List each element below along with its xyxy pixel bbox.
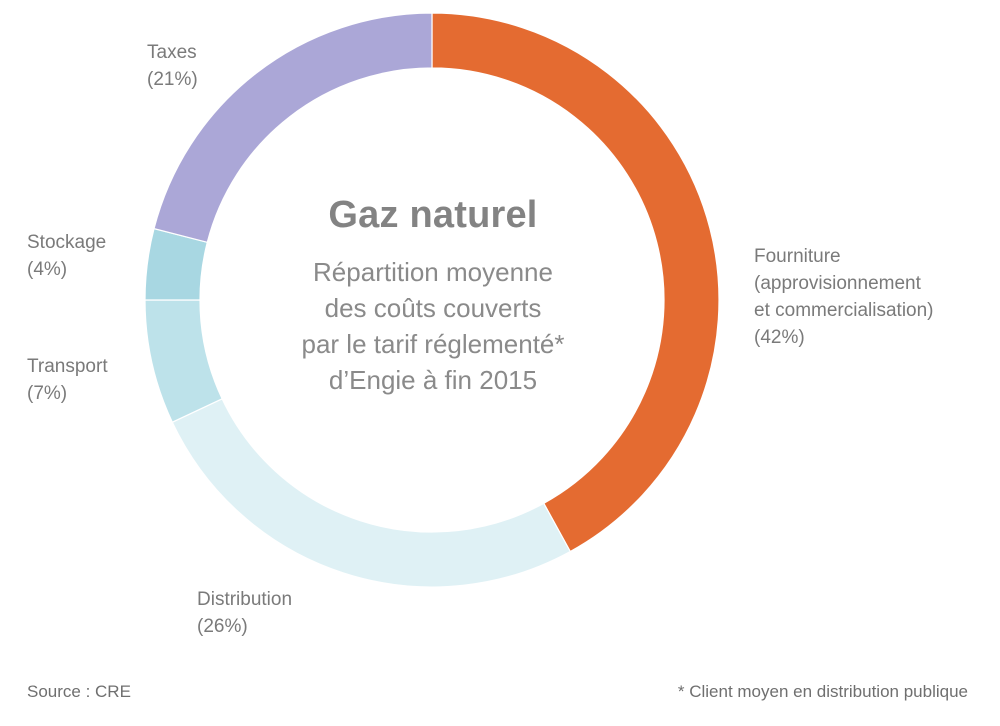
slice-label-fourniture-line: Fourniture: [754, 246, 841, 267]
slice-label-stockage: Stockage (4%): [27, 229, 106, 283]
slice-label-taxes: Taxes (21%): [147, 39, 198, 93]
chart-subtitle: Répartition moyenne des coûts couverts p…: [213, 254, 653, 398]
slice-value-taxes: (21%): [147, 69, 198, 90]
slice-label-stockage-name: Stockage: [27, 232, 107, 253]
slice-label-transport: Transport (7%): [27, 353, 108, 407]
slice-fourniture: [431, 12, 720, 553]
slice-label-distribution-name: Distribution: [197, 589, 293, 610]
slice-value-stockage: (4%): [27, 259, 68, 280]
chart-subtitle-line: Répartition moyenne: [313, 257, 553, 287]
slice-label-fourniture-line: (approvisionnement: [754, 273, 921, 294]
source-note: Source : CRE: [27, 682, 131, 701]
slice-label-taxes-name: Taxes: [147, 42, 197, 63]
slice-label-distribution: Distribution (26%): [197, 586, 292, 640]
slice-taxes: [153, 12, 433, 244]
slice-value-transport: (7%): [27, 383, 68, 404]
chart-subtitle-line: des coûts couverts: [324, 293, 542, 323]
slice-value-distribution: (26%): [197, 616, 248, 637]
footnote: * Client moyen en distribution publique: [677, 682, 968, 701]
chart-subtitle-line: par le tarif réglementé*: [301, 329, 565, 359]
donut-slices: [144, 12, 720, 588]
chart-title: Gaz naturel: [328, 194, 538, 236]
slice-transport: [144, 299, 223, 423]
slice-label-transport-name: Transport: [27, 356, 108, 377]
slice-distribution: [171, 397, 572, 588]
slice-label-fourniture: Fourniture (approvisionnement et commerc…: [754, 243, 934, 351]
chart-subtitle-line: d’Engie à fin 2015: [328, 365, 538, 395]
slice-label-fourniture-line: et commercialisation): [754, 300, 934, 321]
slice-value-fourniture: (42%): [754, 327, 805, 348]
